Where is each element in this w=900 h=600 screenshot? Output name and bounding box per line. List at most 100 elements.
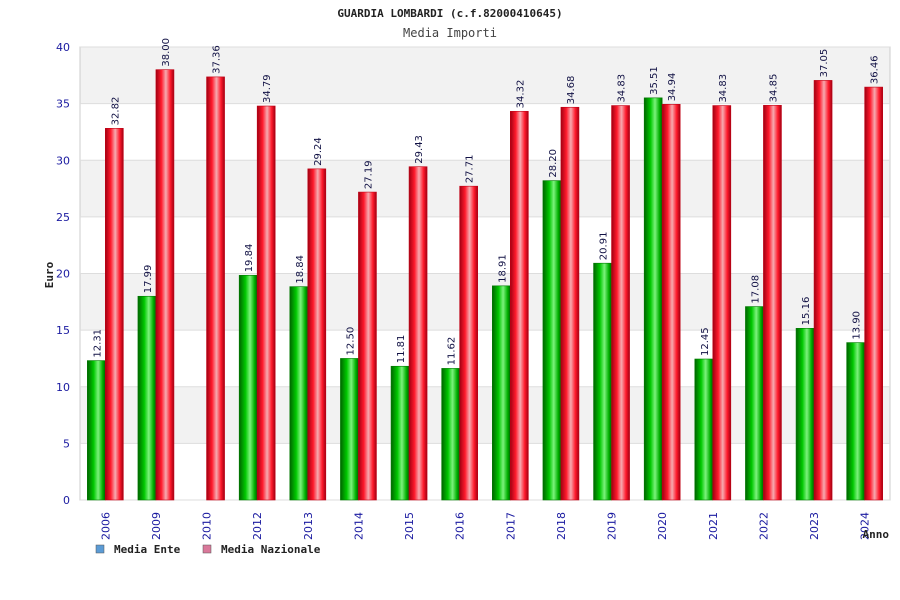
data-label-media-ente-2009: 17.99 xyxy=(143,265,154,294)
data-label-media-ente-2013: 18.84 xyxy=(295,255,306,284)
x-tick-label: 2013 xyxy=(302,512,315,540)
data-label-media-ente-2015: 11.81 xyxy=(396,335,407,364)
data-label-media-nazionale-2022: 34.85 xyxy=(768,74,779,103)
data-label-media-nazionale-2009: 38.00 xyxy=(161,38,172,67)
bars xyxy=(87,69,883,501)
x-axis-label: Anno xyxy=(863,528,890,541)
bar-media-nazionale-2021 xyxy=(712,105,732,501)
x-tick-label: 2010 xyxy=(201,512,214,540)
x-tick-label: 2020 xyxy=(656,512,669,540)
x-axis-ticks: 2006 2009 2010 2012 2013 2014 2015 2016 2017 2018… xyxy=(99,512,871,540)
data-label-media-nazionale-2014: 27.19 xyxy=(363,160,374,189)
data-label-media-ente-2022: 17.08 xyxy=(750,275,761,304)
bar-media-ente-2006 xyxy=(87,360,106,501)
y-tick-label: 0 xyxy=(63,494,70,507)
data-label-media-ente-2012: 19.84 xyxy=(244,244,255,273)
y-axis-label: Euro xyxy=(43,261,56,288)
y-tick-label: 25 xyxy=(56,211,70,224)
bar-media-nazionale-2020 xyxy=(661,104,681,501)
x-tick-label: 2024 xyxy=(859,512,872,540)
x-tick-label: 2015 xyxy=(403,512,416,540)
bar-media-nazionale-2018 xyxy=(560,106,580,501)
chart-subtitle: Media Importi xyxy=(403,26,497,40)
bar-media-nazionale-2010 xyxy=(206,76,225,501)
legend: Media Ente Media Nazionale xyxy=(95,543,321,556)
data-label-media-ente-2006: 12.31 xyxy=(92,329,103,358)
x-tick-label: 2009 xyxy=(150,512,163,540)
bar-media-nazionale-2022 xyxy=(763,105,782,501)
x-tick-label: 2022 xyxy=(757,512,770,540)
bar-media-nazionale-2016 xyxy=(459,185,478,501)
x-tick-label: 2012 xyxy=(251,512,264,540)
y-tick-label: 5 xyxy=(63,437,70,450)
bar-media-ente-2016 xyxy=(441,368,460,501)
bar-media-nazionale-2009 xyxy=(155,69,175,501)
bar-media-ente-2009 xyxy=(137,295,157,501)
data-label-media-nazionale-2024: 36.46 xyxy=(870,55,881,84)
bar-media-ente-2021 xyxy=(694,358,714,501)
bar-media-ente-2024 xyxy=(846,342,865,501)
data-label-media-ente-2020: 35.51 xyxy=(649,66,660,95)
data-label-media-ente-2017: 18.91 xyxy=(497,254,508,283)
data-label-media-nazionale-2021: 34.83 xyxy=(718,74,729,103)
x-tick-label: 2019 xyxy=(606,512,619,540)
data-label-media-ente-2018: 28.20 xyxy=(548,149,559,178)
bar-media-ente-2017 xyxy=(492,285,511,501)
bar-media-ente-2018 xyxy=(542,180,562,501)
x-tick-label: 2017 xyxy=(504,512,517,540)
legend-label-media-nazionale: Media Nazionale xyxy=(221,543,321,556)
data-label-media-nazionale-2010: 37.36 xyxy=(212,45,223,74)
bar-media-ente-2014 xyxy=(340,358,359,501)
y-tick-label: 35 xyxy=(56,98,70,111)
data-label-media-ente-2016: 11.62 xyxy=(447,337,458,366)
bar-media-ente-2012 xyxy=(238,275,258,501)
bar-labels: 12.31 32.82 17.99 38.00 37.36 19.84 34.79 18.84… xyxy=(92,38,880,365)
bar-media-nazionale-2023 xyxy=(813,80,833,501)
x-tick-label: 2021 xyxy=(707,512,720,540)
data-label-media-ente-2023: 15.16 xyxy=(801,297,812,326)
data-label-media-nazionale-2020: 34.94 xyxy=(667,73,678,102)
bar-media-ente-2013 xyxy=(289,286,309,501)
bar-media-nazionale-2015 xyxy=(408,166,428,501)
bar-media-ente-2023 xyxy=(795,328,815,501)
legend-label-media-ente: Media Ente xyxy=(114,543,181,556)
x-tick-label: 2014 xyxy=(352,512,365,540)
data-label-media-nazionale-2015: 29.43 xyxy=(414,135,425,164)
bar-media-nazionale-2014 xyxy=(358,191,377,501)
bar-media-nazionale-2017 xyxy=(510,111,529,501)
y-tick-label: 15 xyxy=(56,324,70,337)
x-tick-label: 2016 xyxy=(454,512,467,540)
y-tick-label: 10 xyxy=(56,381,70,394)
bar-media-ente-2020 xyxy=(643,97,663,501)
data-label-media-ente-2014: 12.50 xyxy=(345,327,356,356)
bar-media-nazionale-2012 xyxy=(256,105,276,501)
bar-media-ente-2015 xyxy=(390,365,410,501)
legend-swatch-media-ente xyxy=(95,544,105,554)
y-tick-label: 40 xyxy=(56,41,70,54)
x-tick-label: 2006 xyxy=(99,512,112,540)
y-tick-label: 30 xyxy=(56,154,70,167)
bar-media-nazionale-2006 xyxy=(105,128,124,501)
data-label-media-nazionale-2016: 27.71 xyxy=(465,155,476,184)
bar-media-nazionale-2019 xyxy=(611,105,630,501)
data-label-media-nazionale-2006: 32.82 xyxy=(110,97,121,126)
y-axis-ticks: 0 5 10 15 20 25 30 35 40 xyxy=(56,41,70,507)
y-tick-label: 20 xyxy=(56,268,70,281)
legend-swatch-media-nazionale xyxy=(202,544,212,554)
data-label-media-ente-2019: 20.91 xyxy=(599,232,610,261)
x-tick-label: 2023 xyxy=(808,512,821,540)
bar-media-nazionale-2024 xyxy=(864,86,883,501)
data-label-media-nazionale-2018: 34.68 xyxy=(566,76,577,105)
x-tick-label: 2018 xyxy=(555,512,568,540)
data-label-media-nazionale-2023: 37.05 xyxy=(819,49,830,78)
data-label-media-nazionale-2019: 34.83 xyxy=(617,74,628,103)
bar-media-ente-2022 xyxy=(745,306,764,501)
data-label-media-nazionale-2013: 29.24 xyxy=(313,137,324,166)
data-label-media-ente-2024: 13.90 xyxy=(852,311,863,340)
chart-title: GUARDIA LOMBARDI (c.f.82000410645) xyxy=(337,7,562,20)
bar-media-nazionale-2013 xyxy=(307,168,327,501)
bar-media-ente-2019 xyxy=(593,262,612,501)
data-label-media-ente-2021: 12.45 xyxy=(700,327,711,356)
data-label-media-nazionale-2012: 34.79 xyxy=(262,74,273,103)
